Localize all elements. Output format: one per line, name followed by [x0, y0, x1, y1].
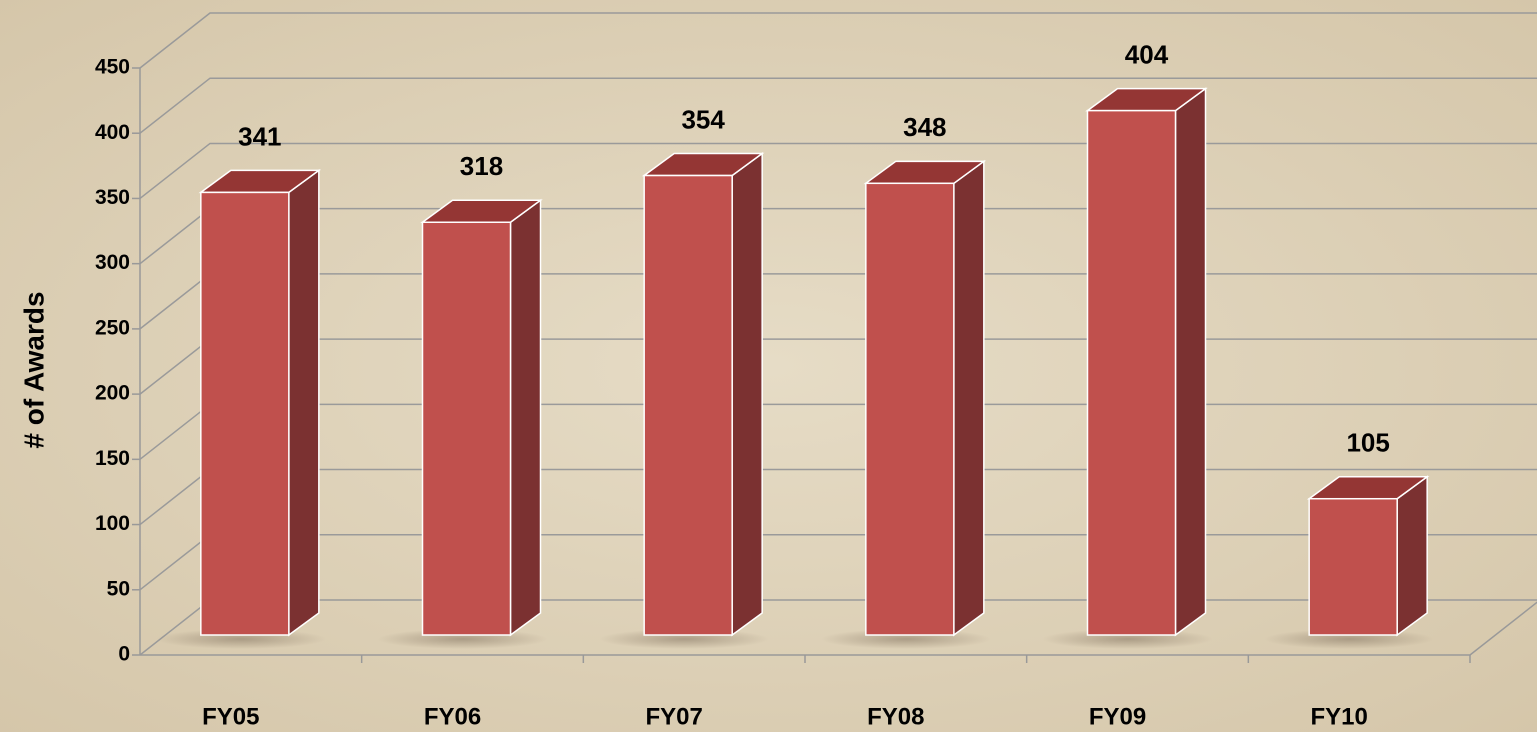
- x-tick-label: FY06: [424, 703, 481, 730]
- x-tick-label: FY09: [1089, 703, 1146, 730]
- value-label: 404: [1125, 40, 1169, 70]
- y-tick-label: 350: [95, 186, 130, 209]
- y-tick-label: 50: [107, 577, 130, 600]
- x-tick-label: FY07: [645, 703, 702, 730]
- value-label: 354: [681, 104, 725, 134]
- bar: [1308, 497, 1398, 636]
- y-tick-label: 250: [95, 316, 130, 339]
- bar: [643, 174, 733, 636]
- bar-side: [731, 152, 763, 637]
- value-label: 105: [1346, 428, 1389, 458]
- y-tick-label: 0: [118, 643, 130, 666]
- y-tick-label: 150: [95, 447, 130, 470]
- bar: [865, 182, 955, 636]
- value-label: 341: [238, 121, 281, 151]
- bar-side: [1396, 475, 1428, 637]
- bar: [421, 221, 512, 636]
- grid-line: [139, 12, 1537, 69]
- bar: [200, 191, 290, 636]
- bar-side: [288, 168, 320, 637]
- x-tick-label: FY05: [202, 703, 259, 730]
- bar-side: [509, 198, 542, 637]
- x-tick-label: FY10: [1310, 703, 1367, 730]
- grid-line: [139, 77, 1537, 134]
- y-tick-label: 100: [95, 512, 130, 535]
- y-tick-label: 400: [95, 121, 130, 144]
- y-tick-label: 300: [95, 251, 130, 274]
- y-axis-label: # of Awards: [18, 291, 49, 448]
- y-tick-label: 450: [95, 56, 130, 79]
- bar-side: [1174, 87, 1207, 637]
- value-label: 318: [460, 151, 503, 181]
- bar-side: [953, 159, 985, 637]
- value-label: 348: [903, 112, 946, 142]
- bar: [1086, 109, 1177, 636]
- x-tick-label: FY08: [867, 703, 924, 730]
- y-tick-label: 200: [95, 382, 130, 405]
